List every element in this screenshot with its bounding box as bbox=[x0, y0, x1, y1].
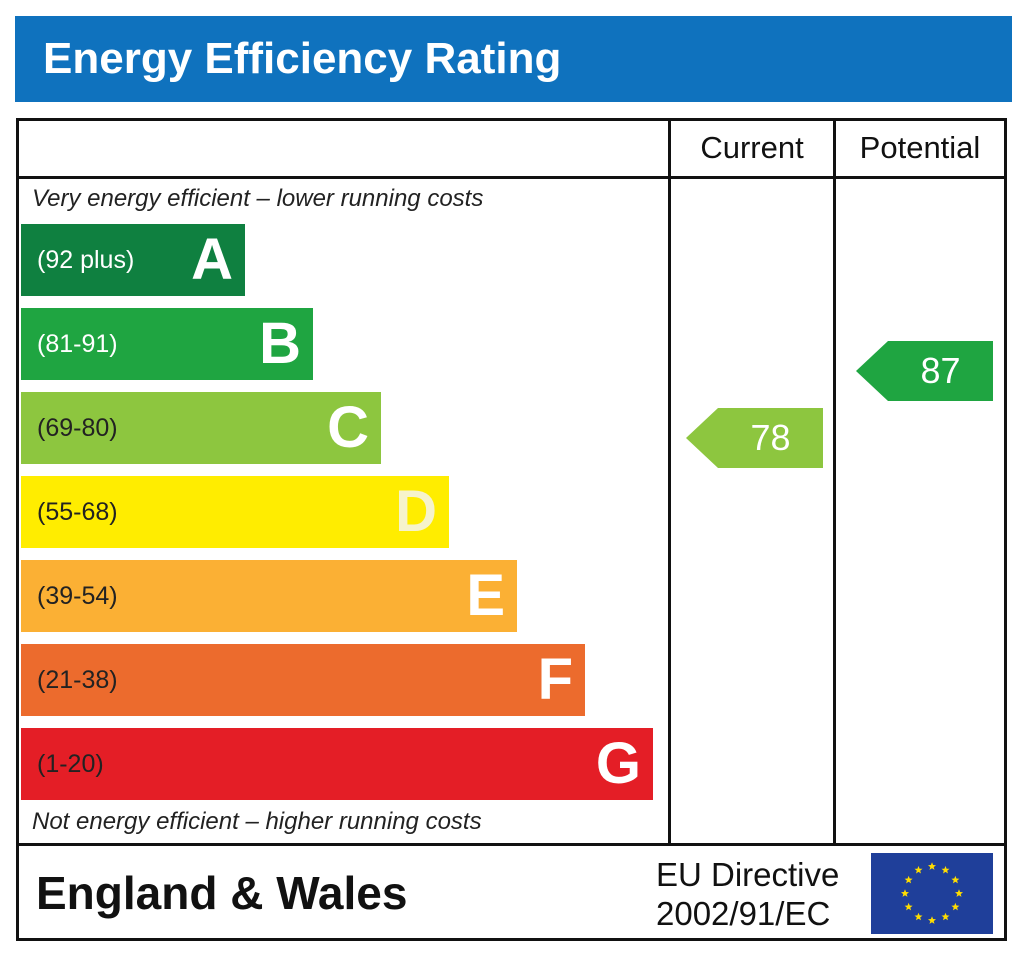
eu-star-icon bbox=[928, 862, 936, 870]
current-arrow-shape bbox=[686, 408, 823, 468]
eu-star-icon bbox=[941, 912, 950, 921]
potential-arrow-shape bbox=[856, 341, 993, 401]
inefficient-note: Not energy efficient – higher running co… bbox=[32, 808, 482, 835]
rating-band-f: (21-38) F bbox=[21, 644, 585, 716]
eu-flag-icon bbox=[871, 853, 993, 934]
eu-star-icon bbox=[904, 902, 913, 911]
band-letter: B bbox=[259, 311, 301, 376]
rating-band-b: (81-91) B bbox=[21, 308, 313, 380]
eu-star-icon bbox=[928, 916, 936, 924]
band-range-label: (81-91) bbox=[37, 330, 118, 358]
eu-star-icon bbox=[904, 875, 913, 884]
current-column-divider bbox=[668, 118, 671, 846]
eu-star-icon bbox=[951, 902, 960, 911]
band-letter: A bbox=[191, 227, 233, 292]
band-letter: D bbox=[395, 479, 437, 544]
eu-star-icon bbox=[914, 865, 923, 874]
eu-star-icon bbox=[914, 912, 923, 921]
band-letter: F bbox=[537, 647, 573, 712]
current-rating-value: 78 bbox=[750, 417, 791, 458]
band-range-label: (69-80) bbox=[37, 414, 118, 442]
rating-band-d: (55-68) D bbox=[21, 476, 449, 548]
band-letter: E bbox=[466, 563, 505, 628]
current-rating-arrow: 78 bbox=[686, 408, 823, 468]
eu-star-icon bbox=[951, 875, 960, 884]
rating-band-a: (92 plus) A bbox=[21, 224, 245, 296]
band-range-label: (21-38) bbox=[37, 666, 118, 694]
potential-column-divider bbox=[833, 118, 836, 846]
footer-divider bbox=[16, 843, 1007, 846]
rating-band-c: (69-80) C bbox=[21, 392, 381, 464]
band-letter: C bbox=[327, 395, 369, 460]
directive-line-1: EU Directive bbox=[656, 856, 840, 893]
region-label: England & Wales bbox=[36, 867, 408, 919]
band-range-label: (55-68) bbox=[37, 498, 118, 526]
potential-arrow-mark bbox=[856, 341, 993, 401]
band-range-label: (1-20) bbox=[37, 750, 104, 778]
column-header-potential: Potential bbox=[859, 130, 981, 165]
header-row-divider bbox=[16, 176, 1007, 179]
current-arrow-mark bbox=[686, 408, 823, 468]
band-letter: G bbox=[595, 731, 641, 796]
column-header-current: Current bbox=[700, 130, 804, 165]
eu-star-icon bbox=[955, 889, 963, 897]
potential-rating-arrow: 87 bbox=[856, 341, 993, 401]
efficient-note: Very energy efficient – lower running co… bbox=[32, 185, 484, 212]
rating-band-g: (1-20) G bbox=[21, 728, 653, 800]
band-range-label: (39-54) bbox=[37, 582, 118, 610]
page-title: Energy Efficiency Rating bbox=[43, 34, 562, 83]
band-range-label: (92 plus) bbox=[37, 246, 135, 274]
title-bar: Energy Efficiency Rating bbox=[15, 16, 1012, 102]
rating-band-e: (39-54) E bbox=[21, 560, 517, 632]
eu-star-icon bbox=[901, 889, 909, 897]
potential-rating-value: 87 bbox=[920, 350, 961, 391]
rating-frame bbox=[16, 118, 1007, 941]
eu-star-icon bbox=[941, 865, 950, 874]
directive-line-2: 2002/91/EC bbox=[656, 895, 831, 932]
